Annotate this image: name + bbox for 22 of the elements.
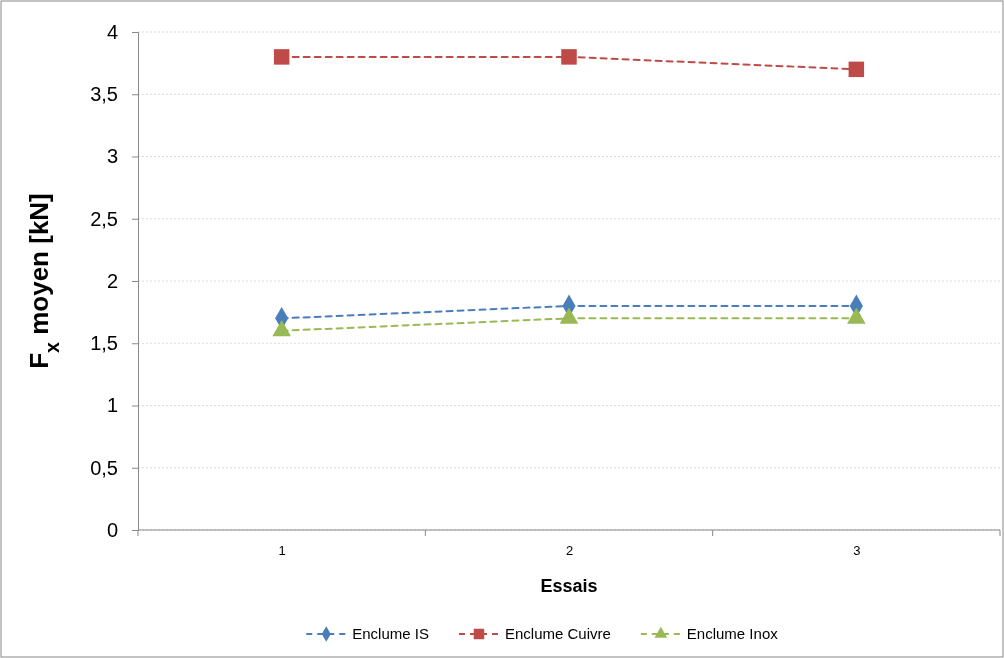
legend-label: Enclume Inox — [686, 625, 779, 642]
y-tick-label: 4 — [106, 20, 118, 43]
point — [561, 49, 577, 65]
point — [848, 61, 865, 78]
y-tick-label: 1,5 — [90, 332, 118, 355]
y-tick-label: 2 — [106, 269, 118, 292]
point — [272, 320, 291, 337]
legend-label: Enclume IS — [352, 625, 429, 642]
y-tick-label: 3 — [106, 145, 118, 168]
x-tick-label: 3 — [853, 543, 861, 559]
point — [273, 49, 290, 65]
legend-label: Enclume Cuivre — [504, 625, 611, 642]
point — [559, 307, 579, 324]
point — [847, 307, 866, 324]
y-tick-label: 1 — [106, 394, 118, 417]
y-tick-label: 0,5 — [90, 456, 118, 479]
x-tick-label: 1 — [278, 543, 286, 559]
x-tick-label: 2 — [565, 543, 574, 559]
x-axis-title: Essais — [540, 576, 598, 596]
y-tick-label: 2,5 — [90, 207, 118, 230]
y-tick-label: 3,5 — [90, 83, 118, 106]
y-tick-label: 0 — [106, 518, 118, 541]
